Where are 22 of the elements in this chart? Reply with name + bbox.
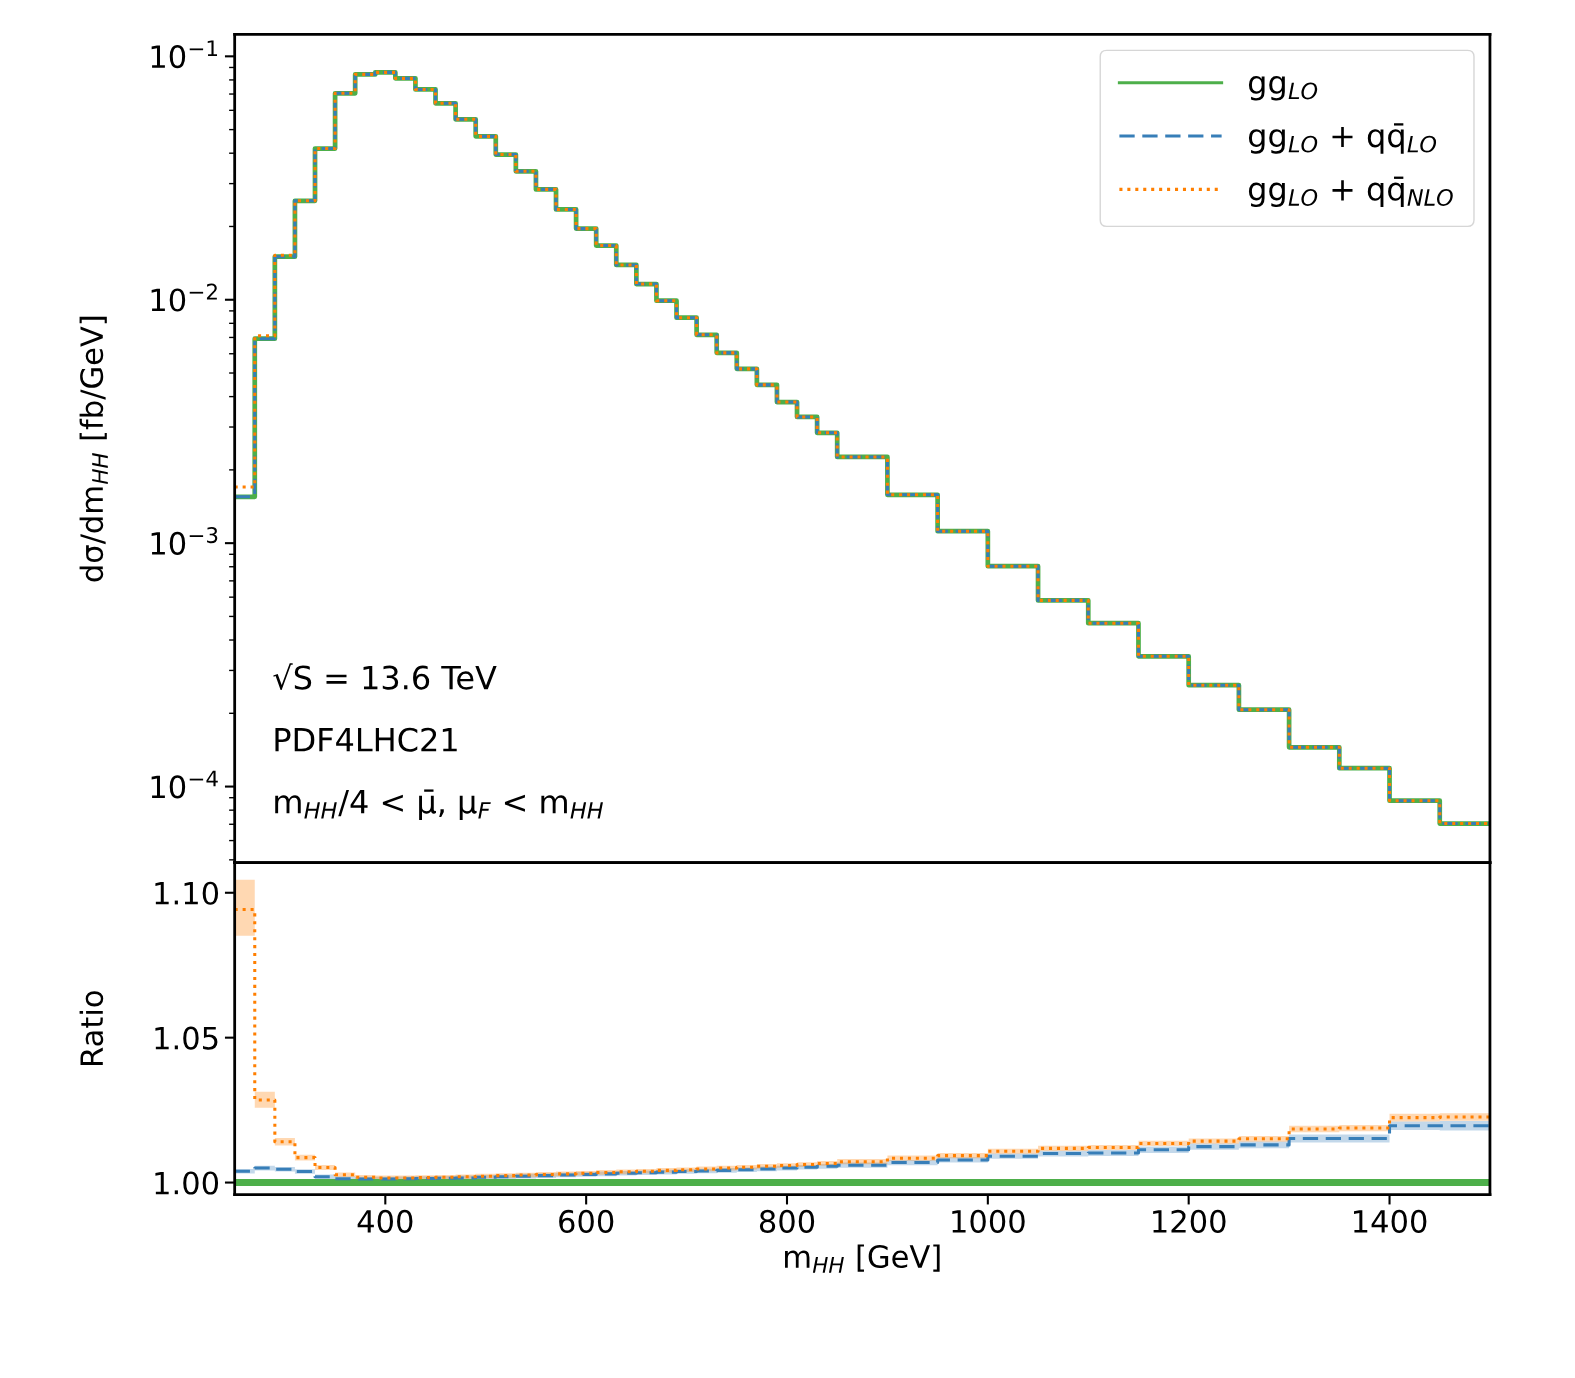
x-tick-label: 1400: [1354, 1209, 1427, 1233]
x-tick-label: 800: [759, 1209, 815, 1233]
x-tick-label: 600: [559, 1209, 614, 1233]
y-tick-label: 1.05: [155, 1026, 218, 1050]
x-tick-label: 1000: [952, 1209, 1025, 1233]
y-tick-label: 10$^{−1}$: [151, 40, 218, 69]
y-tick-label: 1.00: [155, 1171, 219, 1195]
annotation: m$_{HH}$/4 < μ̄, μ$_{F}$ < m$_{HH}$: [275, 789, 603, 820]
x-tick-label: 400: [357, 1209, 413, 1233]
annotation: √S = 13.6 TeV: [273, 663, 497, 690]
legend-label: gg$_{LO}$ + qq̄$_{LO}$: [1248, 123, 1437, 154]
y-axis-title: dσ/dm$_{HH}$ [fb/GeV]: [79, 316, 108, 582]
y-tick-label: 1.10: [155, 881, 219, 905]
legend-label: gg$_{LO}$: [1248, 75, 1318, 101]
y-tick-label: 10$^{−3}$: [151, 526, 218, 555]
y-axis-title: Ratio: [79, 991, 104, 1065]
y-tick-label: 10$^{−2}$: [151, 283, 217, 312]
x-axis-title: m$_{HH}$ [GeV]: [785, 1244, 940, 1273]
legend-label: gg$_{LO}$ + qq̄$_{NLO}$: [1248, 176, 1453, 208]
x-tick-label: 1200: [1153, 1209, 1226, 1233]
y-tick-label: 10$^{−4}$: [151, 770, 218, 799]
annotation: PDF4LHC21: [275, 727, 457, 752]
